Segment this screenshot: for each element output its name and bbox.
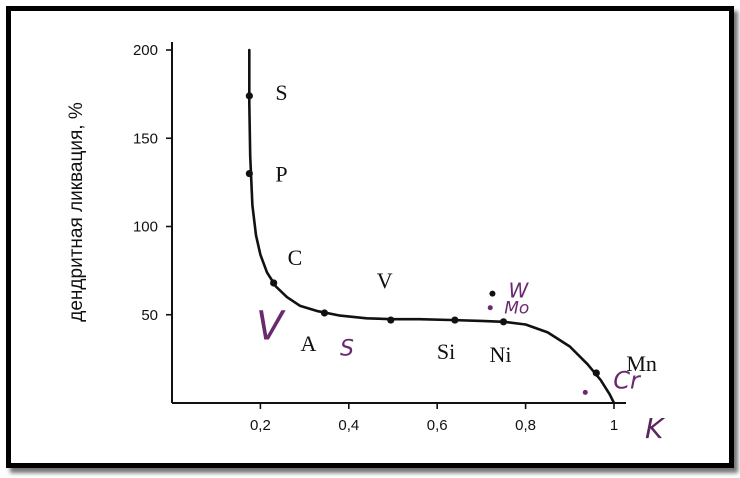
hand-dot-cr: [582, 389, 588, 395]
point-mn: [592, 369, 600, 377]
point-c: [270, 279, 278, 287]
point-s: [245, 92, 253, 100]
point-label-a: A: [300, 331, 316, 356]
x-tick-label: 1: [610, 417, 618, 434]
x-axis-label: K: [645, 412, 666, 445]
y-tick-label: 150: [133, 130, 158, 147]
point-si: [451, 316, 459, 324]
point-label-c: C: [288, 245, 303, 270]
point-a: [320, 309, 329, 317]
hand-label-s-4: S: [340, 336, 354, 361]
hand-dot-mo: [487, 305, 493, 311]
axes: [171, 42, 626, 404]
point-label-v: V: [377, 268, 393, 293]
curve-layer: [248, 48, 616, 405]
y-tick-label: 100: [133, 219, 158, 236]
hand-label-cr-2: Cr: [613, 366, 642, 394]
y-tick-label: 200: [133, 42, 158, 59]
y-axis-label: дендритная ликвация, %: [66, 102, 87, 322]
data-curve: [248, 48, 616, 405]
hand-label-mo-1: Mo: [504, 299, 529, 319]
point-ni: [499, 318, 508, 326]
point-v: [387, 316, 395, 324]
point-label-ni: Ni: [490, 342, 512, 367]
x-tick-label: 0,6: [427, 417, 448, 434]
chart-frame: [6, 6, 734, 468]
x-tick-label: 0,8: [515, 417, 536, 434]
x-tick-label: 0,2: [250, 417, 271, 434]
x-tick-label: 0,4: [338, 417, 359, 434]
hand-label-w-0: W: [508, 279, 529, 303]
handwriting-layer: WMo Cr V S: [256, 279, 642, 395]
hand-label-v-3: V: [256, 303, 286, 349]
y-tick-label: 50: [141, 307, 158, 324]
point-label-si: Si: [437, 339, 455, 364]
point-label-s: S: [275, 80, 287, 105]
point-label-mn: Mn: [626, 351, 657, 376]
point-label-p: P: [275, 162, 287, 187]
hand-dot-w: [489, 290, 496, 297]
point-p: [245, 169, 253, 178]
